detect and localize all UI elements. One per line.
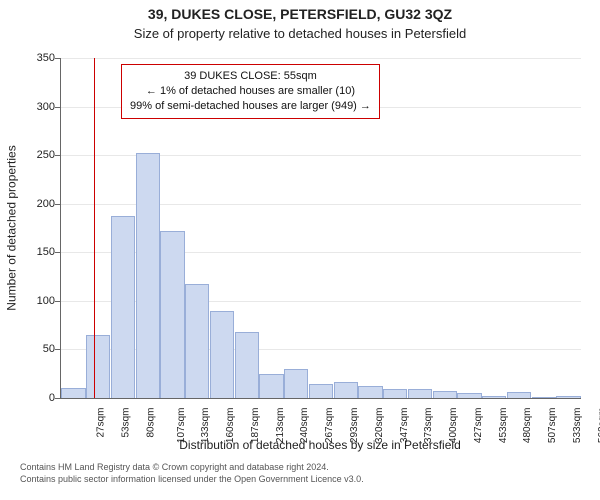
histogram-bar (185, 284, 209, 398)
y-tick-label: 100 (21, 295, 55, 307)
histogram-bar (111, 216, 135, 398)
x-axis-label: Distribution of detached houses by size … (60, 438, 580, 452)
y-tick (55, 398, 61, 399)
y-tick (55, 155, 61, 156)
x-tick-label: 27sqm (96, 408, 107, 438)
histogram-bar (259, 374, 283, 398)
histogram-bar (482, 396, 506, 398)
histogram-bar (507, 392, 531, 398)
histogram-bar (334, 382, 358, 398)
histogram-bar (61, 388, 85, 398)
histogram-bar (160, 231, 184, 398)
y-tick (55, 58, 61, 59)
histogram-bar (408, 389, 432, 398)
y-tick-label: 200 (21, 198, 55, 210)
histogram-bar (556, 396, 580, 398)
annotation-line-smaller: ← 1% of detached houses are smaller (10) (130, 84, 371, 99)
histogram-bar (532, 397, 556, 398)
y-tick-label: 250 (21, 149, 55, 161)
annotation-line-larger: 99% of semi-detached houses are larger (… (130, 99, 371, 114)
chart-title-address: 39, DUKES CLOSE, PETERSFIELD, GU32 3QZ (0, 6, 600, 22)
y-tick (55, 204, 61, 205)
histogram-bar (136, 153, 160, 398)
x-tick-label: 53sqm (121, 408, 132, 438)
footer-line-2: Contains public sector information licen… (20, 474, 580, 486)
y-tick-label: 350 (21, 52, 55, 64)
y-tick (55, 252, 61, 253)
histogram-bar (284, 369, 308, 398)
y-tick-label: 0 (21, 392, 55, 404)
property-annotation: 39 DUKES CLOSE: 55sqm ← 1% of detached h… (121, 64, 380, 119)
attribution-footer: Contains HM Land Registry data © Crown c… (20, 462, 580, 485)
y-tick-label: 50 (21, 343, 55, 355)
histogram-bar (309, 384, 333, 398)
y-tick-label: 300 (21, 101, 55, 113)
histogram-bar (383, 389, 407, 398)
y-tick-label: 150 (21, 246, 55, 258)
histogram-bar (457, 393, 481, 398)
footer-line-1: Contains HM Land Registry data © Crown c… (20, 462, 580, 474)
chart-subtitle: Size of property relative to detached ho… (0, 26, 600, 41)
y-tick (55, 301, 61, 302)
x-tick-label: 80sqm (145, 408, 156, 438)
y-tick (55, 107, 61, 108)
subject-property-marker (94, 58, 95, 398)
gridline (61, 58, 581, 59)
histogram-plot: 39 DUKES CLOSE: 55sqm ← 1% of detached h… (60, 58, 581, 399)
y-axis-label: Number of detached properties (4, 58, 20, 398)
histogram-bar (210, 311, 234, 398)
histogram-bar (358, 386, 382, 398)
annotation-line-size: 39 DUKES CLOSE: 55sqm (130, 69, 371, 84)
histogram-bar (433, 391, 457, 398)
histogram-bar (86, 335, 110, 398)
histogram-bar (235, 332, 259, 398)
y-tick (55, 349, 61, 350)
